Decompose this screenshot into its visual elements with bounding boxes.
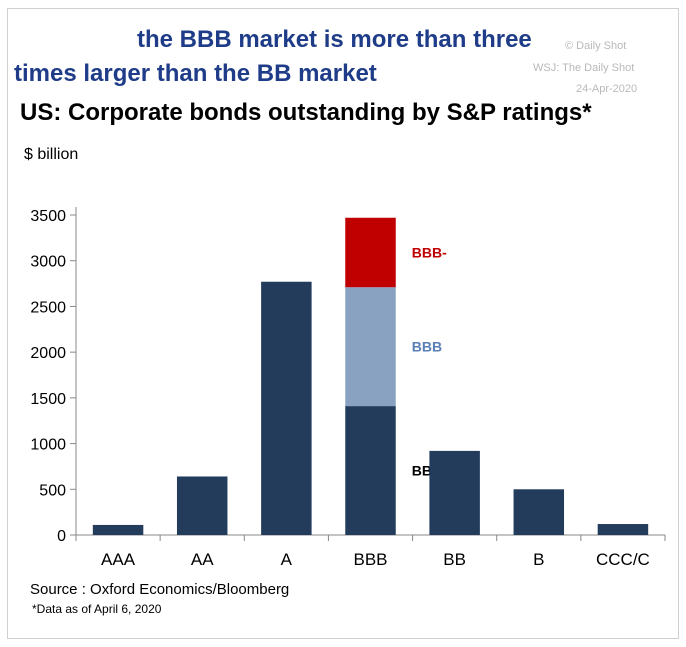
y-tick-label: 1500	[30, 391, 66, 408]
chart-title: US: Corporate bonds outstanding by S&P r…	[20, 99, 592, 126]
y-tick-label: 2000	[30, 345, 66, 362]
x-tick-label: AA	[191, 550, 214, 569]
y-tick-label: 3000	[30, 254, 66, 271]
bar-segment-bbb-plus	[345, 406, 396, 535]
y-tick-label: 0	[57, 528, 66, 545]
bar-segment-bbb	[345, 287, 396, 407]
x-tick-label: AAA	[101, 550, 136, 569]
bar-segment-bbb-minus	[345, 217, 396, 288]
bar-aa	[176, 476, 228, 535]
headline-line-2: times larger than the BB market	[14, 60, 377, 87]
x-tick-label: B	[533, 550, 544, 569]
y-tick-label: 500	[39, 482, 66, 499]
y-axis-unit-label: $ billion	[24, 146, 79, 163]
bar-aaa	[92, 524, 144, 535]
bar-b	[513, 489, 565, 535]
bar-bb	[429, 450, 480, 535]
y-tick-label: 3500	[30, 208, 66, 225]
y-tick-label: 2500	[30, 299, 66, 316]
headline-line-1: the BBB market is more than three	[137, 26, 532, 53]
footnote-text: *Data as of April 6, 2020	[32, 602, 162, 616]
segment-label: BBB-	[412, 244, 447, 260]
x-tick-label: A	[281, 550, 293, 569]
bar-a	[261, 281, 312, 535]
x-tick-label: BB	[443, 550, 466, 569]
bar-ccc-c	[597, 524, 649, 535]
source-text: Source : Oxford Economics/Bloomberg	[30, 581, 290, 598]
watermark-date: 24-Apr-2020	[576, 83, 638, 95]
x-tick-label: BBB	[353, 550, 387, 569]
y-tick-label: 1000	[30, 437, 66, 454]
segment-label: BBB	[412, 339, 442, 355]
x-tick-label: CCC/C	[596, 550, 650, 569]
watermark-source: WSJ: The Daily Shot	[533, 62, 635, 74]
watermark-faint: © Daily Shot	[565, 40, 627, 52]
